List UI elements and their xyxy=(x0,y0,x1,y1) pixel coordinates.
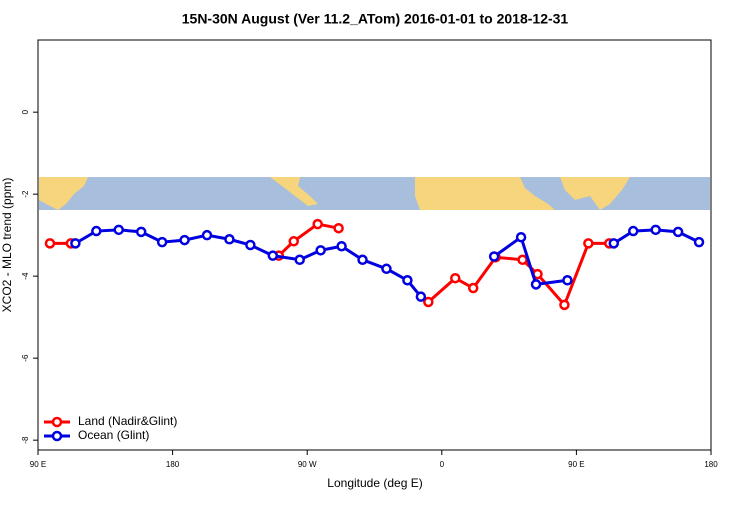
data-point xyxy=(467,282,479,294)
x-axis-label: Longitude (deg E) xyxy=(327,476,422,490)
data-point xyxy=(91,225,102,237)
land-shape xyxy=(270,177,318,206)
data-point xyxy=(201,229,213,241)
y-tick-label: -2 xyxy=(21,190,30,198)
data-point xyxy=(336,240,347,252)
data-point xyxy=(70,238,81,249)
data-point xyxy=(650,224,661,236)
legend-label: Land (Nadir&Glint) xyxy=(78,414,177,428)
x-tick-label: 180 xyxy=(166,460,180,469)
data-point xyxy=(267,250,279,261)
data-point xyxy=(44,238,56,249)
plot-frame xyxy=(37,39,712,451)
data-point xyxy=(245,239,256,251)
data-point xyxy=(583,238,594,249)
data-point xyxy=(672,226,684,238)
y-axis-label: XCO2 - MLO trend (ppm) xyxy=(0,178,14,313)
land-shape xyxy=(560,177,630,210)
data-point xyxy=(559,299,570,311)
data-point xyxy=(156,236,168,248)
data-point xyxy=(224,234,235,245)
legend-marker xyxy=(51,416,63,428)
data-point xyxy=(402,275,413,286)
data-point xyxy=(381,263,392,275)
y-tick-label: -8 xyxy=(21,436,30,444)
data-point xyxy=(693,236,705,248)
x-tick-label: 180 xyxy=(704,460,718,469)
data-point xyxy=(608,238,620,249)
data-point xyxy=(179,234,190,246)
data-point xyxy=(450,272,461,284)
data-point xyxy=(562,275,573,286)
data-point xyxy=(517,254,528,266)
legend-label: Ocean (Glint) xyxy=(78,428,149,442)
land-shape xyxy=(39,177,88,210)
y-tick-label: -4 xyxy=(21,272,30,280)
data-point xyxy=(415,291,427,302)
chart-title: 15N-30N August (Ver 11.2_ATom) 2016-01-0… xyxy=(182,11,569,27)
legend-marker xyxy=(51,430,63,442)
data-point xyxy=(312,218,323,230)
x-tick-label: 90 E xyxy=(30,460,46,469)
data-point xyxy=(294,254,305,266)
data-point xyxy=(357,254,368,266)
x-tick-label: 90 E xyxy=(568,460,584,469)
data-point xyxy=(515,231,527,243)
data-point xyxy=(113,224,125,236)
data-point xyxy=(488,251,500,262)
data-point xyxy=(315,245,326,256)
data-point xyxy=(627,225,639,237)
map-band xyxy=(39,177,710,210)
y-tick-label: -6 xyxy=(21,354,30,362)
data-point xyxy=(135,226,147,238)
data-point xyxy=(333,222,344,234)
x-tick-label: 90 W xyxy=(298,460,317,469)
data-point xyxy=(530,279,542,290)
x-tick-label: 0 xyxy=(440,460,445,469)
y-tick-label: 0 xyxy=(21,109,30,114)
land-shape xyxy=(415,177,555,210)
data-point xyxy=(288,236,299,247)
data-point xyxy=(423,296,434,308)
